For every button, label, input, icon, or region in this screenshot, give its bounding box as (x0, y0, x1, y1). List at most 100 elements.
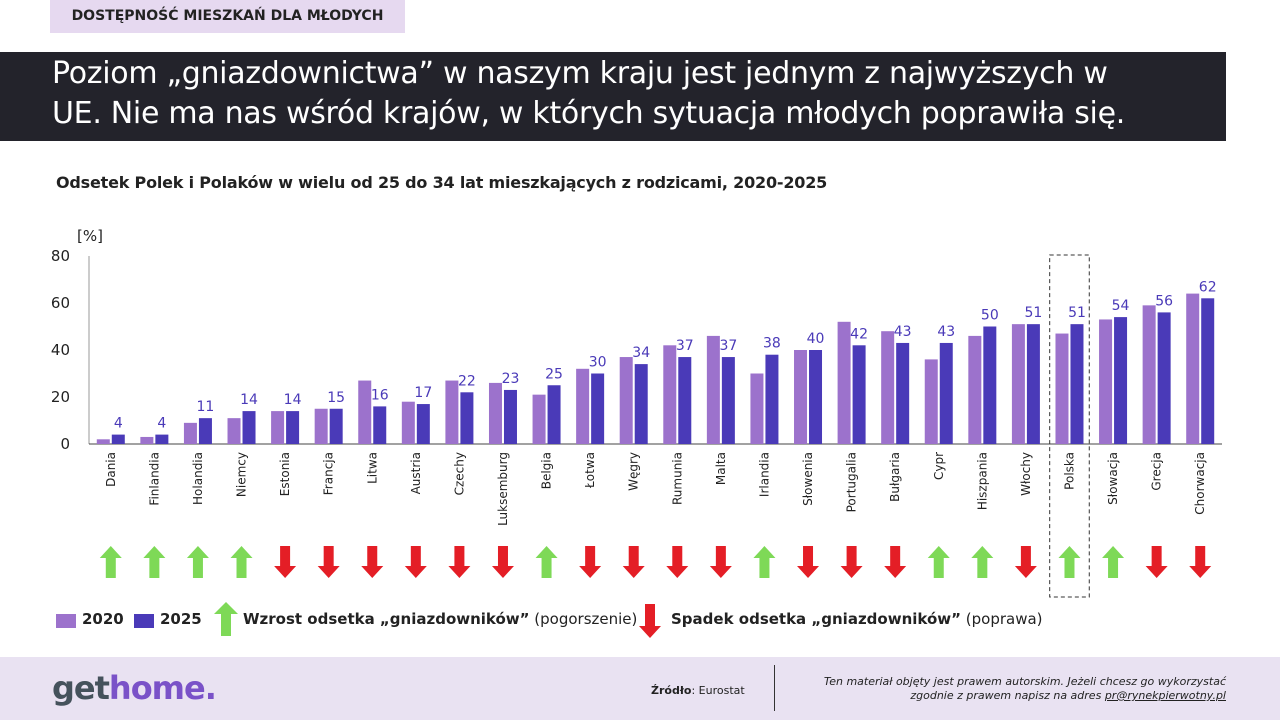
data-label-2025: 62 (1199, 279, 1217, 295)
trend-arrow-down-icon (361, 546, 384, 578)
category-label: Włochy (1019, 452, 1033, 496)
data-label-2025: 43 (937, 324, 955, 340)
bar-2025 (1157, 312, 1171, 444)
bar-2020 (1186, 293, 1200, 444)
trend-arrow-up-icon (230, 546, 253, 578)
section-tag: DOSTĘPNOŚĆ MIESZKAŃ DLA MŁODYCH (50, 0, 405, 33)
logo-part-get: get (52, 669, 110, 707)
bar-2025 (373, 406, 387, 444)
copyright-email-link[interactable]: pr@rynekpierwotny.pl (1104, 689, 1226, 702)
bar-2020 (968, 335, 982, 444)
bar-2020 (358, 380, 372, 444)
bar-2020 (227, 418, 241, 444)
category-label: Łotwa (583, 452, 597, 489)
trend-arrow-down-icon (709, 546, 732, 578)
category-label: Francja (322, 452, 336, 495)
trend-arrow-down-icon (404, 546, 427, 578)
source-note: Źródło: Eurostat (651, 684, 745, 697)
data-label-2025: 37 (676, 338, 694, 354)
trend-arrow-down-icon (579, 546, 602, 578)
category-label: Słowenia (801, 452, 815, 506)
bar-2020 (314, 408, 328, 444)
category-label: Portugalia (845, 452, 859, 512)
category-label: Belgia (540, 452, 554, 489)
data-label-2025: 51 (1068, 305, 1086, 321)
bar-2020 (271, 411, 285, 444)
bar-2020 (445, 380, 459, 444)
bar-2025 (503, 389, 517, 444)
bar-2025 (286, 411, 300, 444)
legend-up-note: (pogorszenie) (529, 610, 638, 628)
bar-2020 (96, 439, 110, 444)
headline-banner: Poziom „gniazdownictwa” w naszym kraju j… (0, 52, 1226, 141)
bar-2020 (140, 436, 154, 444)
bar-2025 (1026, 324, 1040, 444)
data-label-2025: 15 (327, 390, 345, 406)
trend-arrow-down-icon (666, 546, 689, 578)
legend-label-2020: 2020 (82, 610, 124, 628)
category-label: Dania (104, 452, 118, 487)
headline-line-2: UE. Nie ma nas wśród krajów, w których s… (52, 96, 1125, 131)
bar-2020 (794, 350, 808, 444)
legend-swatch-2025 (134, 614, 154, 628)
data-label-2025: 30 (589, 355, 607, 371)
bar-2020 (1142, 305, 1156, 444)
data-label-2025: 56 (1155, 293, 1173, 309)
y-tick-label: 0 (60, 435, 70, 453)
legend-down-note: (poprawa) (961, 610, 1043, 628)
legend-down-text: Spadek odsetka „gniazdowników” (poprawa) (671, 610, 1043, 634)
category-label: Chorwacja (1193, 452, 1207, 515)
category-label: Malta (714, 452, 728, 485)
copyright-line-1: Ten materiał objęty jest prawem autorski… (823, 675, 1226, 688)
bar-2025 (416, 404, 430, 444)
bar-2025 (155, 434, 169, 444)
bar-2020 (401, 401, 415, 444)
data-label-2025: 16 (371, 387, 389, 403)
bar-2020 (1099, 319, 1113, 444)
data-label-2025: 11 (197, 399, 215, 415)
bar-2020 (881, 331, 895, 444)
data-label-2025: 38 (763, 336, 781, 352)
trend-arrow-down-icon (840, 546, 863, 578)
bar-2025 (939, 342, 953, 444)
bar-2025 (721, 357, 735, 444)
data-label-2025: 14 (240, 392, 258, 408)
bar-2020 (1055, 333, 1069, 444)
data-label-2025: 25 (545, 366, 563, 382)
y-tick-label: 40 (51, 341, 70, 359)
copyright-line-2: zgodnie z prawem napisz na adres pr@ryne… (910, 689, 1226, 702)
category-label: Polska (1062, 452, 1076, 490)
bar-2020 (619, 357, 633, 444)
y-axis-unit-label: [%] (77, 227, 103, 245)
bar-2020 (837, 321, 851, 444)
data-label-2025: 34 (632, 345, 650, 361)
data-label-2025: 17 (414, 385, 432, 401)
source-label: Źródło (651, 684, 692, 697)
trend-arrow-up-icon (143, 546, 166, 578)
y-tick-label: 80 (51, 247, 70, 265)
bar-2020 (750, 373, 764, 444)
category-label: Słowacja (1106, 452, 1120, 505)
trend-arrow-up-icon (927, 546, 950, 578)
category-label: Cypr (932, 452, 946, 480)
category-label: Holandia (191, 452, 205, 505)
category-label: Austria (409, 452, 423, 494)
bar-2025 (678, 357, 692, 444)
category-label: Luksemburg (496, 452, 510, 526)
logo-part-home: home. (108, 669, 217, 707)
data-label-2025: 54 (1112, 298, 1130, 314)
data-label-2025: 37 (719, 338, 737, 354)
bar-2025 (896, 342, 910, 444)
data-label-2025: 42 (850, 326, 868, 342)
bar-2025 (198, 418, 212, 444)
footer: gethome. Źródło: Eurostat Ten materiał o… (0, 657, 1280, 720)
data-label-2025: 22 (458, 373, 476, 389)
legend-up-text: Wzrost odsetka „gniazdowników” (pogorsze… (243, 610, 637, 634)
trend-arrow-down-icon (317, 546, 340, 578)
bar-2025 (1201, 298, 1215, 444)
trend-arrow-up-icon (753, 546, 776, 578)
category-label: Estonia (278, 452, 292, 496)
bar-2020 (576, 368, 590, 444)
category-label: Czechy (452, 452, 466, 495)
trend-arrow-down-icon (1145, 546, 1168, 578)
